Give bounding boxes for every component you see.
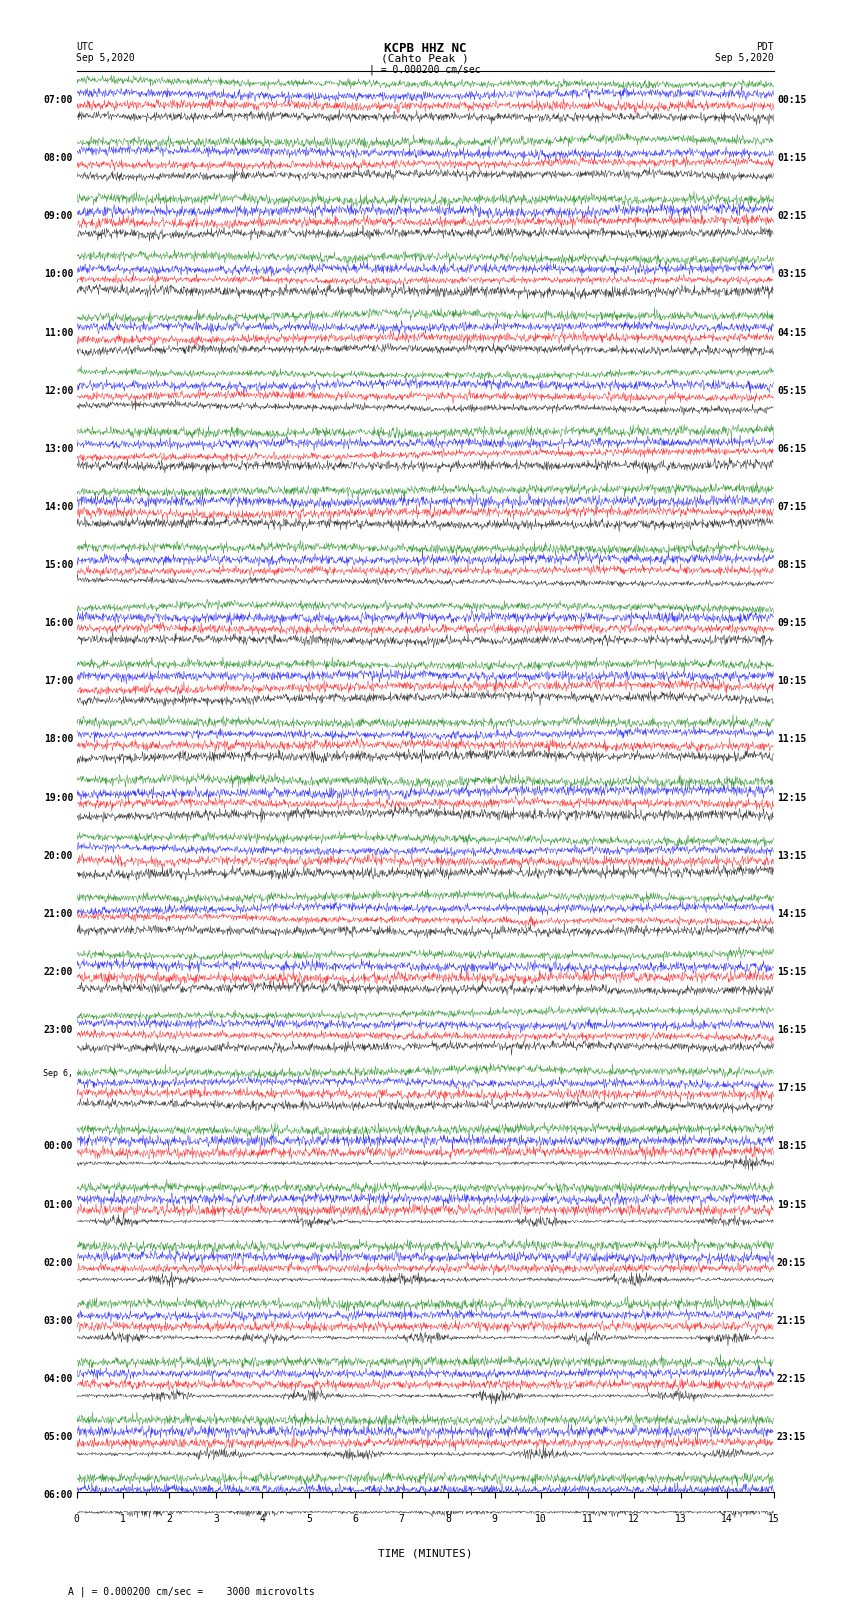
Text: 00:15: 00:15 (777, 95, 807, 105)
Text: 16:15: 16:15 (777, 1026, 807, 1036)
Text: 08:15: 08:15 (777, 560, 807, 569)
Text: Sep 5,2020: Sep 5,2020 (76, 53, 135, 63)
Text: 13:00: 13:00 (43, 444, 73, 453)
Text: 22:00: 22:00 (43, 968, 73, 977)
Text: 01:00: 01:00 (43, 1200, 73, 1210)
Text: 19:00: 19:00 (43, 792, 73, 803)
Text: 06:00: 06:00 (43, 1490, 73, 1500)
Text: 04:00: 04:00 (43, 1374, 73, 1384)
Text: 00:00: 00:00 (43, 1142, 73, 1152)
Text: 19:15: 19:15 (777, 1200, 807, 1210)
Text: 07:00: 07:00 (43, 95, 73, 105)
Text: 03:15: 03:15 (777, 269, 807, 279)
Text: 09:00: 09:00 (43, 211, 73, 221)
Text: 23:00: 23:00 (43, 1026, 73, 1036)
Text: 12:00: 12:00 (43, 386, 73, 395)
Text: 14:15: 14:15 (777, 908, 807, 919)
Text: 07:15: 07:15 (777, 502, 807, 511)
Text: 02:15: 02:15 (777, 211, 807, 221)
Text: 13:15: 13:15 (777, 850, 807, 861)
Text: 06:15: 06:15 (777, 444, 807, 453)
Text: 18:00: 18:00 (43, 734, 73, 745)
Text: 05:15: 05:15 (777, 386, 807, 395)
Text: 08:00: 08:00 (43, 153, 73, 163)
Text: A | = 0.000200 cm/sec =    3000 microvolts: A | = 0.000200 cm/sec = 3000 microvolts (68, 1586, 314, 1597)
Text: 05:00: 05:00 (43, 1432, 73, 1442)
Text: (Cahto Peak ): (Cahto Peak ) (381, 53, 469, 63)
Text: 04:15: 04:15 (777, 327, 807, 337)
Text: 14:00: 14:00 (43, 502, 73, 511)
Text: 09:15: 09:15 (777, 618, 807, 627)
Text: 11:00: 11:00 (43, 327, 73, 337)
Text: 16:00: 16:00 (43, 618, 73, 627)
Text: PDT: PDT (756, 42, 774, 52)
Text: Sep 5,2020: Sep 5,2020 (715, 53, 774, 63)
Text: 22:15: 22:15 (777, 1374, 807, 1384)
Text: 17:15: 17:15 (777, 1084, 807, 1094)
Text: 21:15: 21:15 (777, 1316, 807, 1326)
Text: 20:00: 20:00 (43, 850, 73, 861)
Text: UTC: UTC (76, 42, 94, 52)
Text: 03:00: 03:00 (43, 1316, 73, 1326)
Text: 21:00: 21:00 (43, 908, 73, 919)
Text: 23:15: 23:15 (777, 1432, 807, 1442)
Text: 20:15: 20:15 (777, 1258, 807, 1268)
Text: 12:15: 12:15 (777, 792, 807, 803)
Text: 15:00: 15:00 (43, 560, 73, 569)
Text: 15:15: 15:15 (777, 968, 807, 977)
Text: | = 0.000200 cm/sec: | = 0.000200 cm/sec (369, 65, 481, 76)
Text: 10:00: 10:00 (43, 269, 73, 279)
Text: TIME (MINUTES): TIME (MINUTES) (377, 1548, 473, 1558)
Text: 17:00: 17:00 (43, 676, 73, 687)
Text: 02:00: 02:00 (43, 1258, 73, 1268)
Text: 18:15: 18:15 (777, 1142, 807, 1152)
Text: 01:15: 01:15 (777, 153, 807, 163)
Text: 10:15: 10:15 (777, 676, 807, 687)
Text: KCPB HHZ NC: KCPB HHZ NC (383, 42, 467, 55)
Text: Sep 6,: Sep 6, (43, 1069, 73, 1077)
Text: 11:15: 11:15 (777, 734, 807, 745)
